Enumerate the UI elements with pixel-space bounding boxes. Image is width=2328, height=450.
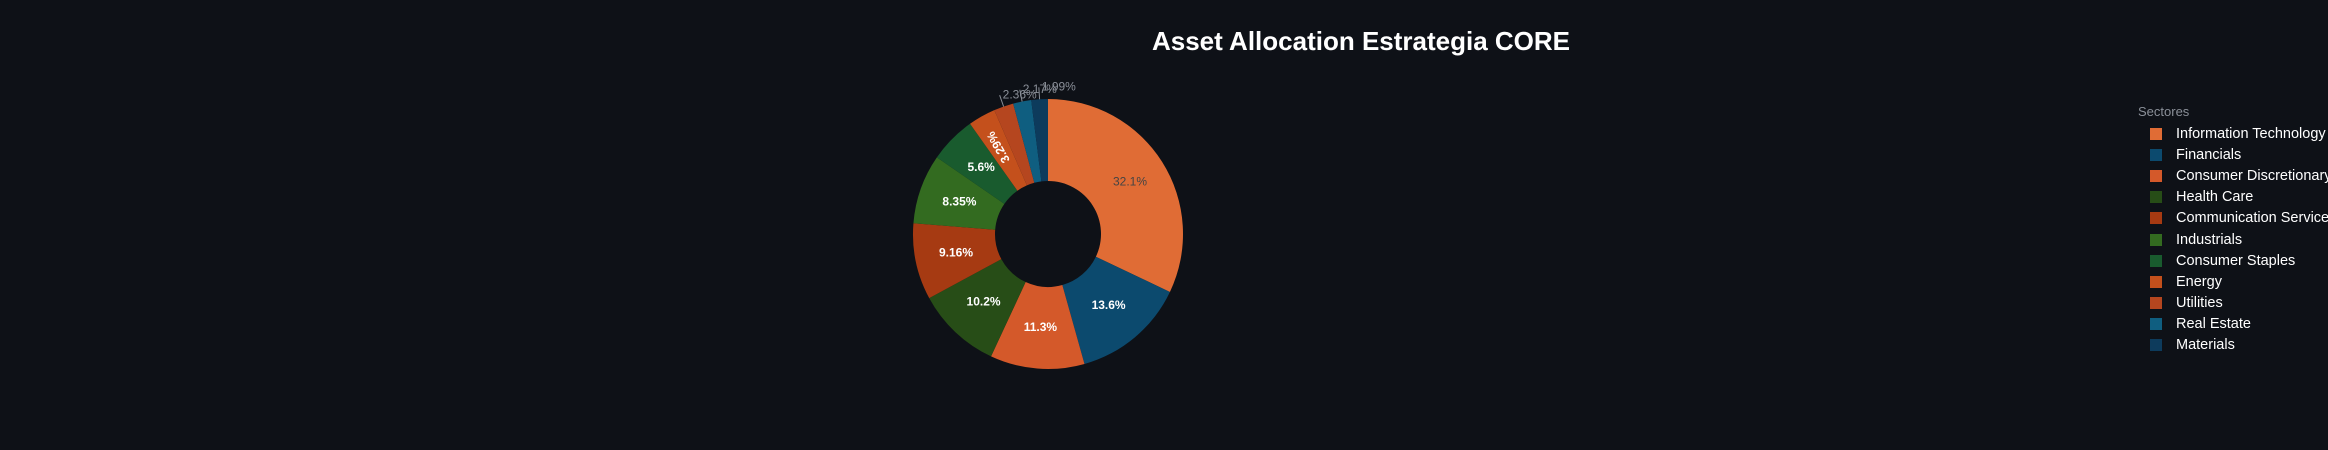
legend-item-utilities[interactable]: Utilities [2138,293,2328,314]
legend-item-industrials[interactable]: Industrials [2138,229,2328,250]
legend-swatch [2150,297,2162,310]
legend-title: Sectores [2138,104,2190,119]
legend-swatch [2150,318,2162,331]
slice-real-estate[interactable] [1013,100,1042,183]
legend-item-consumer-discretionary[interactable]: Consumer Discretionary [2138,165,2328,186]
slice-financials[interactable] [1062,256,1170,364]
slice-communication-services[interactable] [913,223,1002,299]
slice-label-health-care: 10.2% [967,295,1001,309]
slice-utilities[interactable] [994,103,1035,186]
legend-item-energy[interactable]: Energy [2138,271,2328,292]
slice-information-technology[interactable] [1048,98,1183,292]
slice-consumer-staples[interactable] [936,123,1018,204]
slice-label-communication-services: 9.16% [939,246,973,260]
legend-label: Real Estate [2176,316,2251,333]
slice-label-consumer-discretionary: 11.3% [1024,320,1058,334]
legend-swatch [2150,233,2162,246]
slice-label-materials: 1.99% [1042,79,1076,93]
legend-label: Communication Services [2176,210,2328,227]
legend-label: Energy [2176,273,2222,290]
legend-label: Consumer Discretionary [2176,167,2328,184]
chart-title: Asset Allocation Estrategia CORE [1151,26,1571,56]
slice-materials[interactable] [1031,99,1048,182]
slice-label-industrials: 8.35% [942,195,976,209]
leader-line-materials [1038,87,1041,100]
legend-swatch [2150,275,2162,288]
slice-label-financials: 13.6% [1092,298,1126,312]
legend-label: Materials [2176,337,2235,354]
legend-swatch [2150,191,2162,204]
legend-items: Information Technology Financials Consumer… [2138,123,2328,356]
legend-label: Utilities [2176,295,2223,312]
legend-swatch [2150,148,2162,161]
slice-label-information-technology: 32.1% [1113,174,1147,188]
legend-item-consumer-staples[interactable]: Consumer Staples [2138,250,2328,271]
legend-label: Industrials [2176,231,2243,248]
legend-label: Consumer Staples [2176,252,2296,269]
leader-line-real-estate [1019,89,1023,102]
legend-swatch [2150,339,2162,352]
slice-energy[interactable] [970,110,1027,191]
legend-item-communication-services[interactable]: Communication Services [2138,208,2328,229]
legend-swatch [2150,254,2162,267]
slice-label-real-estate: 2.17% [1023,82,1057,96]
leader-line-utilities [999,95,1005,107]
legend-item-health-care[interactable]: Health Care [2138,187,2328,208]
legend-swatch [2150,169,2162,182]
legend-item-real-estate[interactable]: Real Estate [2138,314,2328,335]
legend-label: Health Care [2176,189,2254,206]
legend-item-materials[interactable]: Materials [2138,335,2328,356]
slice-consumer-discretionary[interactable] [991,282,1085,369]
slice-label-utilities: 2.36% [1003,87,1037,101]
legend-label: Information Technology [2176,125,2326,142]
legend-item-information-technology[interactable]: Information Technology [2138,123,2328,144]
legend-swatch [2150,127,2162,140]
legend: Sectores Information Technology Financial… [2138,104,2328,356]
slice-industrials[interactable] [913,157,1005,230]
legend-item-financials[interactable]: Financials [2138,144,2328,165]
slice-label-consumer-staples: 5.6% [967,160,995,174]
slice-health-care[interactable] [929,259,1026,357]
legend-swatch [2150,212,2162,225]
legend-label: Financials [2176,146,2242,163]
